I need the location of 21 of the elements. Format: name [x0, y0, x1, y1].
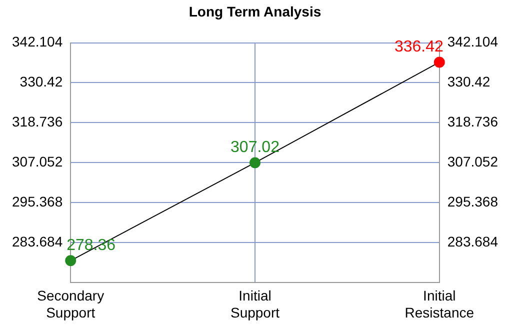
x-tick-label: Initial Resistance [404, 288, 474, 320]
data-label: 307.02 [230, 139, 280, 156]
y-tick-label: 342.104 [12, 34, 63, 50]
point [65, 255, 76, 266]
y2-tick-label: 318.736 [447, 114, 498, 130]
y2-tick-label: 330.42 [447, 74, 490, 90]
y2-tick-label: 342.104 [447, 34, 498, 50]
point [250, 157, 260, 168]
x-tick-label: Secondary Support [37, 288, 104, 320]
chart-title: Long Term Analysis [188, 3, 322, 20]
data-label: 336.42 [394, 38, 444, 56]
y-tick-label: 283.684 [12, 233, 63, 250]
y-tick-label: 295.368 [12, 193, 63, 210]
y-tick-label: 318.736 [12, 114, 63, 130]
y2-tick-label: 283.684 [447, 233, 498, 250]
y2-tick-label: 307.052 [447, 153, 498, 170]
x-tick-label: Initial Support [230, 288, 280, 320]
point [434, 56, 445, 68]
y-tick-label: 330.42 [20, 74, 63, 90]
y2-tick-label: 295.368 [447, 193, 498, 210]
y-tick-label: 307.052 [12, 153, 63, 170]
